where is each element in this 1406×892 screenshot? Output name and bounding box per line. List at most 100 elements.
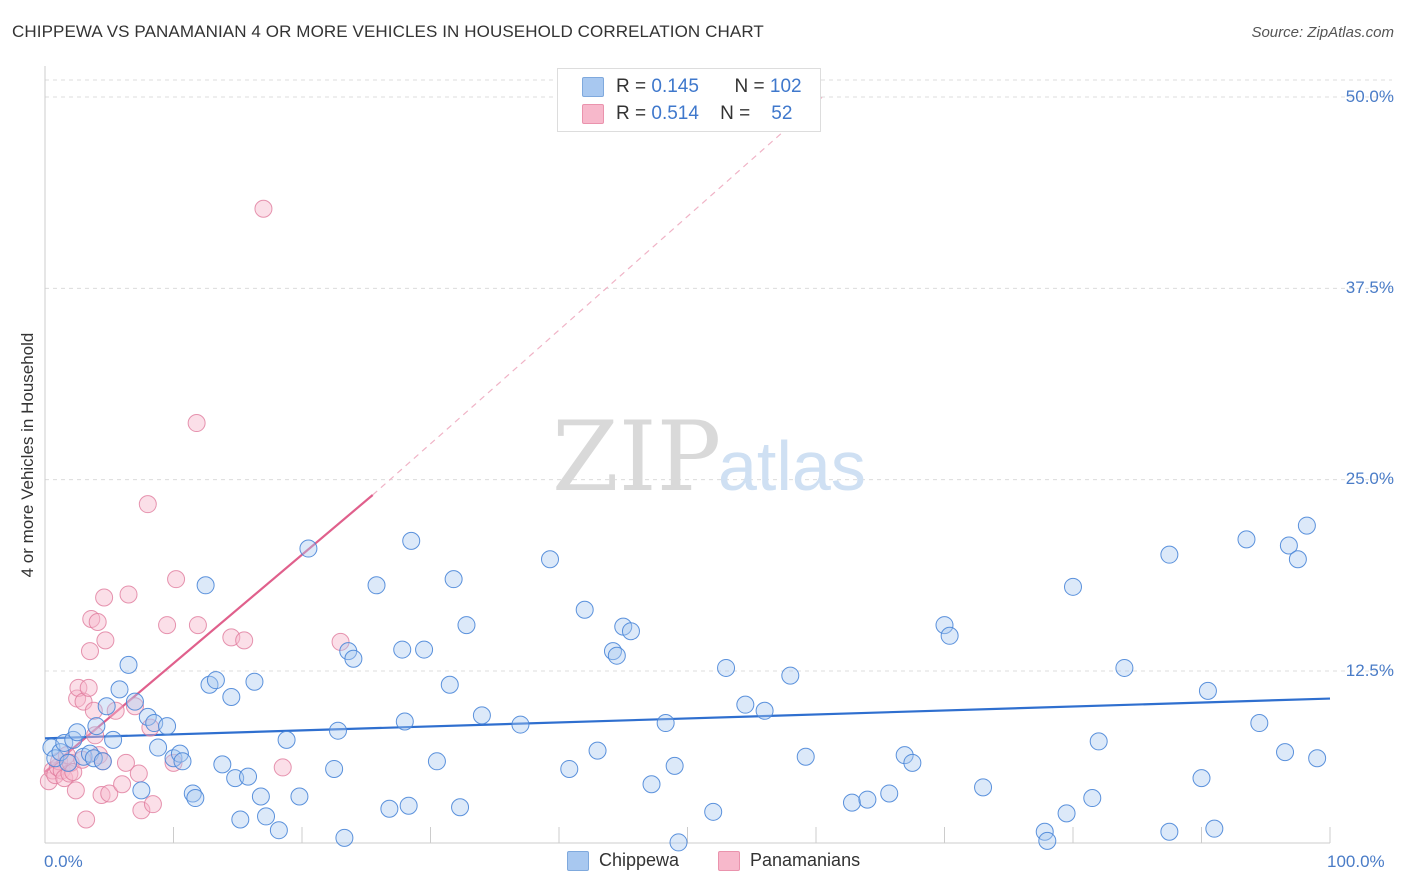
panamanians-point xyxy=(74,692,93,711)
chippewa-point xyxy=(974,778,993,797)
chippewa-point xyxy=(440,675,459,694)
chippewa-point xyxy=(196,576,215,595)
panamanians-point xyxy=(80,642,99,661)
chippewa-point xyxy=(68,723,87,742)
chippewa-point xyxy=(1279,536,1298,555)
chippewa-point xyxy=(269,821,288,840)
n-value: 52 xyxy=(771,103,793,124)
panamanians-point xyxy=(188,616,207,635)
panamanians-point xyxy=(132,801,151,820)
watermark-atlas: atlas xyxy=(718,427,866,505)
chippewa-point xyxy=(781,666,800,685)
chippewa-point xyxy=(1288,550,1307,569)
panamanians-point xyxy=(106,701,125,720)
chippewa-point xyxy=(1297,516,1316,535)
chippewa-point xyxy=(880,784,899,803)
chippewa-swatch xyxy=(582,77,604,97)
chippewa-point xyxy=(328,721,347,740)
chippewa-point xyxy=(1064,577,1082,596)
panamanians-point xyxy=(129,764,148,783)
chippewa-point xyxy=(290,787,309,806)
chippewa-point xyxy=(125,692,144,711)
legend-row-chippewa: R = 0.145 N = 102 xyxy=(582,75,802,99)
chippewa-point xyxy=(755,701,774,720)
panamanians-point xyxy=(96,631,115,650)
chippewa-point xyxy=(1192,769,1211,788)
chippewa-point xyxy=(621,622,640,641)
chippewa-point xyxy=(200,675,219,694)
chippewa-point xyxy=(665,756,684,775)
trend-lines xyxy=(44,96,1331,773)
chippewa-point xyxy=(186,789,205,808)
chippewa-point xyxy=(717,658,736,677)
legend-item-chippewa: Chippewa xyxy=(567,850,679,871)
panamanians-swatch xyxy=(582,104,604,124)
chart-title: CHIPPEWA VS PANAMANIAN 4 OR MORE VEHICLE… xyxy=(12,22,764,41)
chippewa-point xyxy=(736,695,755,714)
panamanians-point xyxy=(79,678,98,697)
legend-label: Chippewa xyxy=(599,850,680,870)
chippewa-point xyxy=(669,833,688,852)
x-tick-label-max: 100.0% xyxy=(1327,852,1385,871)
chippewa-points xyxy=(42,516,1327,852)
n-label: N = xyxy=(720,103,751,124)
panamanians-point xyxy=(164,753,183,772)
legend-label: Panamanians xyxy=(750,850,861,870)
chippewa-point xyxy=(344,649,363,668)
y-tick-label-37-5: 37.5% xyxy=(1345,278,1394,297)
chippewa-point xyxy=(1250,714,1269,733)
watermark-zip: ZIP xyxy=(552,401,721,513)
chippewa-point xyxy=(858,790,877,809)
panamanians-point xyxy=(95,588,114,607)
chippewa-point xyxy=(251,787,270,806)
panamanians-point xyxy=(113,775,132,794)
chippewa-trend-line xyxy=(44,697,1331,740)
chippewa-point xyxy=(59,753,78,772)
chippewa-point xyxy=(402,531,421,550)
x-tick-label-min: 0.0% xyxy=(44,852,83,871)
chippewa-point xyxy=(1160,822,1179,841)
chippewa-point xyxy=(104,730,123,749)
panamanians-point xyxy=(64,763,83,782)
chippewa-point xyxy=(472,706,491,725)
chippewa-point xyxy=(1308,749,1327,768)
r-label: R = xyxy=(616,76,647,97)
chippewa-point xyxy=(607,646,626,665)
chippewa-point xyxy=(935,616,954,635)
y-tick-label-12-5: 12.5% xyxy=(1345,661,1394,680)
panamanians-point xyxy=(331,632,350,651)
chippewa-legend-swatch xyxy=(567,850,589,871)
chippewa-point xyxy=(895,746,914,765)
chippewa-point xyxy=(158,717,177,736)
chippewa-point xyxy=(277,730,296,749)
chippewa-point xyxy=(97,697,116,716)
chippewa-point xyxy=(1276,743,1295,762)
chippewa-point xyxy=(395,712,414,731)
panamanians-point xyxy=(187,414,206,433)
chippewa-point xyxy=(183,784,202,803)
n-value: 102 xyxy=(769,76,802,97)
chippewa-point xyxy=(940,626,959,645)
chippewa-point xyxy=(415,640,434,659)
chippewa-point xyxy=(1198,681,1217,700)
chippewa-point xyxy=(1089,732,1108,751)
panamanians-point xyxy=(254,199,273,218)
chippewa-point xyxy=(132,781,151,800)
chippewa-point xyxy=(560,759,579,778)
stats-legend: R = 0.145 N = 102 R = 0.514 N = 52 xyxy=(557,68,821,132)
chippewa-point xyxy=(149,738,168,757)
chippewa-point xyxy=(87,717,106,736)
legend-row-panamanians: R = 0.514 N = 52 xyxy=(582,102,792,126)
chippewa-point xyxy=(704,802,723,821)
panamanians-point xyxy=(116,753,135,772)
panamanians-point xyxy=(125,697,144,716)
chippewa-point xyxy=(541,550,560,569)
chippewa-point xyxy=(393,640,412,659)
chippewa-point xyxy=(796,747,815,766)
chippewa-point xyxy=(399,796,418,815)
panamanians-point xyxy=(119,585,138,604)
chippewa-point xyxy=(245,672,264,691)
chippewa-point xyxy=(427,752,446,771)
chippewa-point xyxy=(457,616,476,635)
